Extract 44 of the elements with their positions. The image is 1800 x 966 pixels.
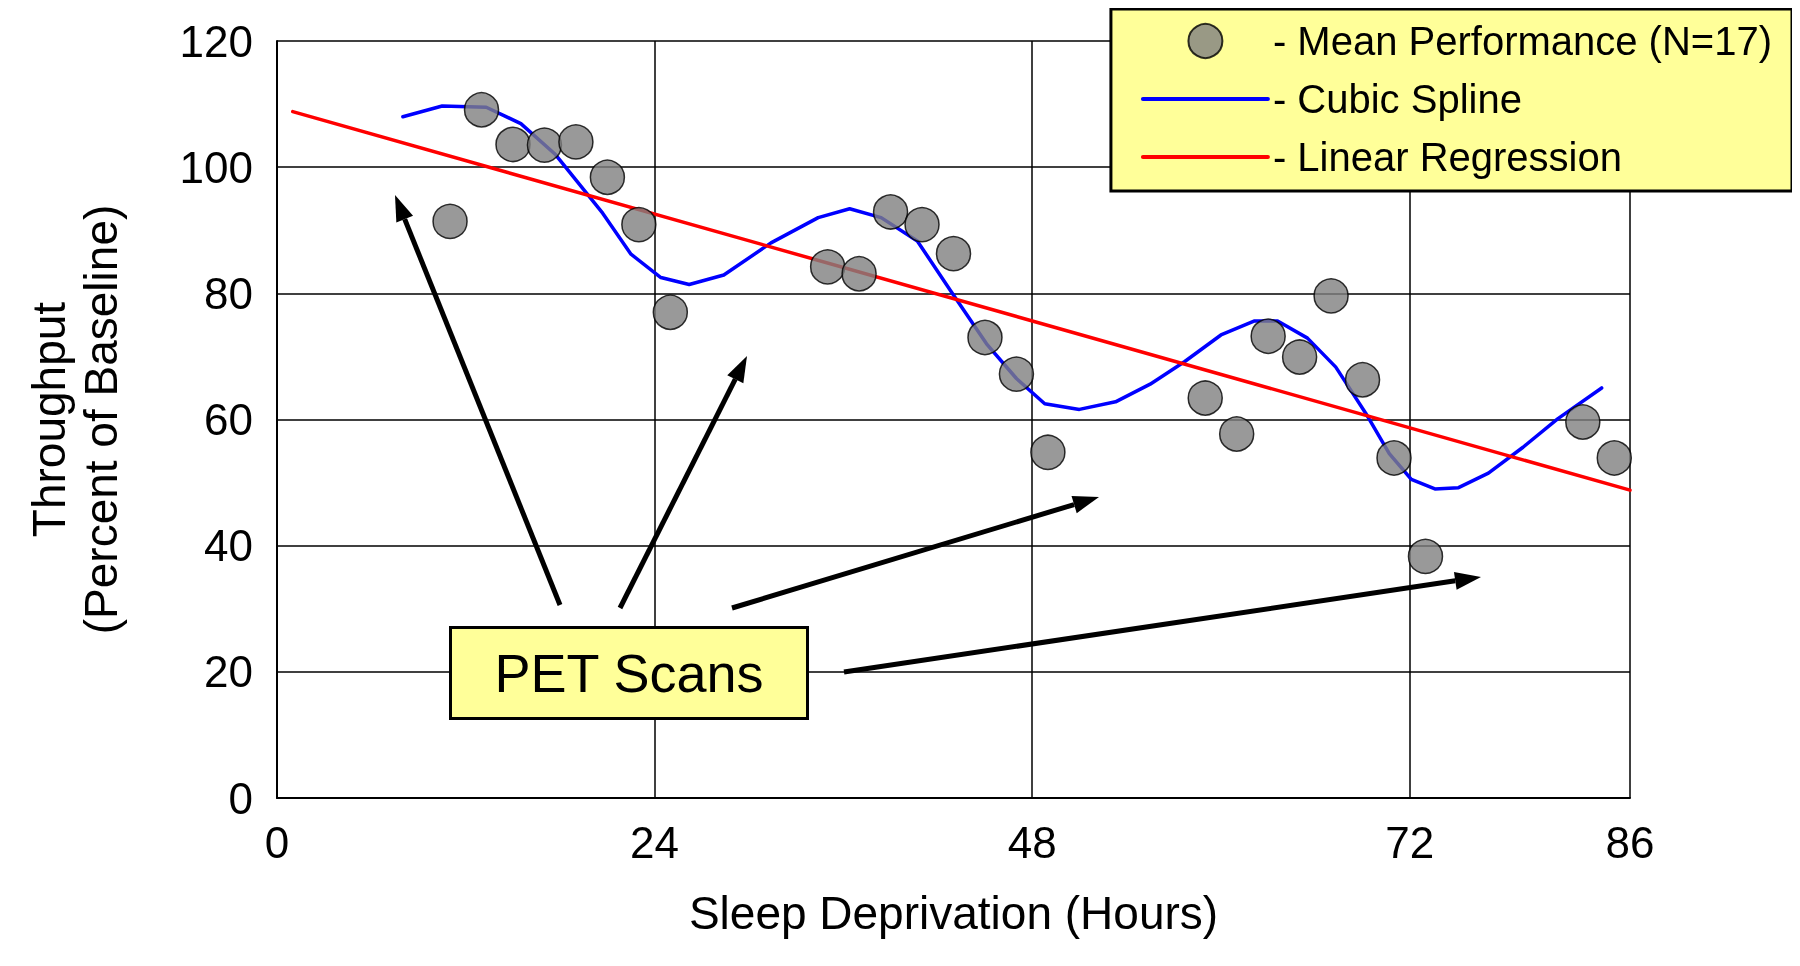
y-tick-label: 80	[204, 268, 253, 318]
point	[1565, 404, 1601, 440]
x-tick-label: 48	[1007, 817, 1057, 867]
x-axis-title: Sleep Deprivation (Hours)	[688, 887, 1219, 939]
point	[1281, 339, 1318, 375]
annotation: PET Scans	[449, 626, 809, 720]
point	[432, 203, 468, 240]
point	[998, 356, 1035, 392]
point	[495, 126, 531, 163]
point	[935, 235, 972, 272]
point	[558, 124, 594, 160]
point	[904, 206, 940, 243]
point	[652, 294, 689, 330]
legend-label: - Mean Performance (N=17)	[1272, 19, 1773, 63]
x-tick-label: 0	[264, 817, 290, 867]
x-tick-label: 72	[1385, 817, 1435, 867]
point	[1218, 416, 1255, 452]
point	[463, 92, 500, 128]
point	[809, 249, 846, 285]
legend-label: - Cubic Spline	[1272, 77, 1522, 121]
y-axis-title: Throughput (Percent of Baseline)	[23, 204, 127, 635]
y-tick-label: 20	[204, 647, 253, 697]
point	[1250, 318, 1286, 354]
y-tick-label: 120	[179, 16, 253, 66]
point	[1344, 362, 1381, 398]
point	[841, 256, 877, 292]
point	[1313, 278, 1349, 314]
point	[1187, 380, 1223, 416]
point	[1596, 440, 1633, 476]
y-tick-label: 0	[228, 773, 253, 823]
x-tick-label: 86	[1605, 817, 1655, 867]
point	[526, 127, 563, 163]
point	[1407, 538, 1444, 575]
point	[621, 206, 657, 243]
y-tick-label: 40	[204, 521, 253, 571]
y-tick-label: 100	[179, 142, 253, 192]
point	[1376, 440, 1412, 476]
point	[967, 319, 1003, 356]
legend-label: - Linear Regression	[1272, 135, 1622, 179]
point	[589, 159, 626, 195]
point	[872, 194, 909, 230]
y-tick-label: 60	[204, 395, 253, 444]
x-tick-label: 24	[630, 817, 680, 867]
point	[1030, 434, 1066, 471]
